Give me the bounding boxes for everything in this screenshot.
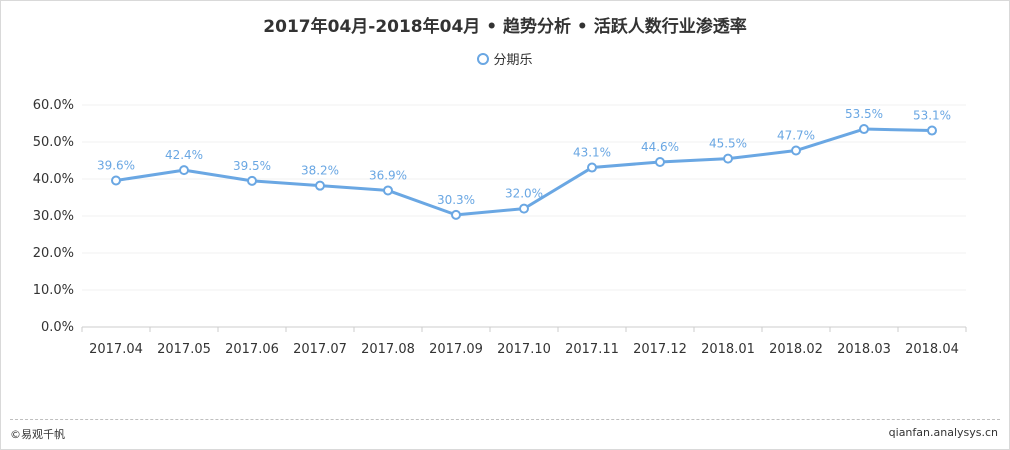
x-tick-label: 2018.03 <box>837 342 891 357</box>
data-label: 43.1% <box>573 146 611 160</box>
x-tick-label: 2017.08 <box>361 342 415 357</box>
legend-marker-icon <box>477 53 490 65</box>
data-label: 39.5% <box>233 159 271 173</box>
data-label: 45.5% <box>709 137 747 151</box>
x-tick-label: 2018.01 <box>701 342 755 357</box>
site-url: qianfan.analysys.cn <box>888 426 998 439</box>
x-tick-label: 2017.04 <box>89 342 143 357</box>
data-label: 42.4% <box>165 148 203 162</box>
data-point <box>451 209 461 220</box>
y-tick-label: 40.0% <box>33 172 74 187</box>
data-label: 32.0% <box>505 187 543 201</box>
copyright-text: ©易观千帆 <box>10 428 65 441</box>
data-point <box>927 125 937 136</box>
data-label: 30.3% <box>437 193 475 207</box>
data-label: 53.5% <box>845 107 883 121</box>
y-tick-label: 20.0% <box>33 246 74 261</box>
data-point <box>179 165 189 176</box>
data-label: 44.6% <box>641 140 679 154</box>
data-point <box>791 145 801 156</box>
y-tick-label: 50.0% <box>33 135 74 150</box>
data-point <box>587 162 597 173</box>
x-tick-label: 2017.12 <box>633 342 687 357</box>
x-tick-label: 2018.02 <box>769 342 823 357</box>
legend-label: 分期乐 <box>493 53 533 68</box>
x-tick-label: 2017.09 <box>429 342 483 357</box>
data-point <box>247 175 257 186</box>
y-tick-label: 0.0% <box>41 320 74 335</box>
data-point <box>315 180 325 191</box>
data-label: 38.2% <box>301 164 339 178</box>
data-point <box>519 203 529 214</box>
data-label: 53.1% <box>913 109 951 123</box>
footer-divider <box>10 419 1000 420</box>
y-tick-label: 60.0% <box>33 98 74 113</box>
data-label: 39.6% <box>97 158 135 172</box>
data-point <box>723 153 733 164</box>
x-tick-label: 2017.10 <box>497 342 551 357</box>
y-tick-label: 30.0% <box>33 209 74 224</box>
x-tick-label: 2017.05 <box>157 342 211 357</box>
data-point <box>655 156 665 167</box>
chart-title: 2017年04月-2018年04月 • 趋势分析 • 活跃人数行业渗透率 <box>263 17 747 37</box>
data-point <box>859 124 869 135</box>
data-point <box>111 175 121 186</box>
y-tick-label: 10.0% <box>33 283 74 298</box>
data-point <box>383 185 393 196</box>
x-tick-label: 2017.11 <box>565 342 619 357</box>
data-label: 36.9% <box>369 168 407 182</box>
x-tick-label: 2017.07 <box>293 342 347 357</box>
x-tick-label: 2017.06 <box>225 342 279 357</box>
x-tick-label: 2018.04 <box>905 342 959 357</box>
data-label: 47.7% <box>777 129 815 143</box>
legend[interactable]: 分期乐 <box>0 49 1010 68</box>
